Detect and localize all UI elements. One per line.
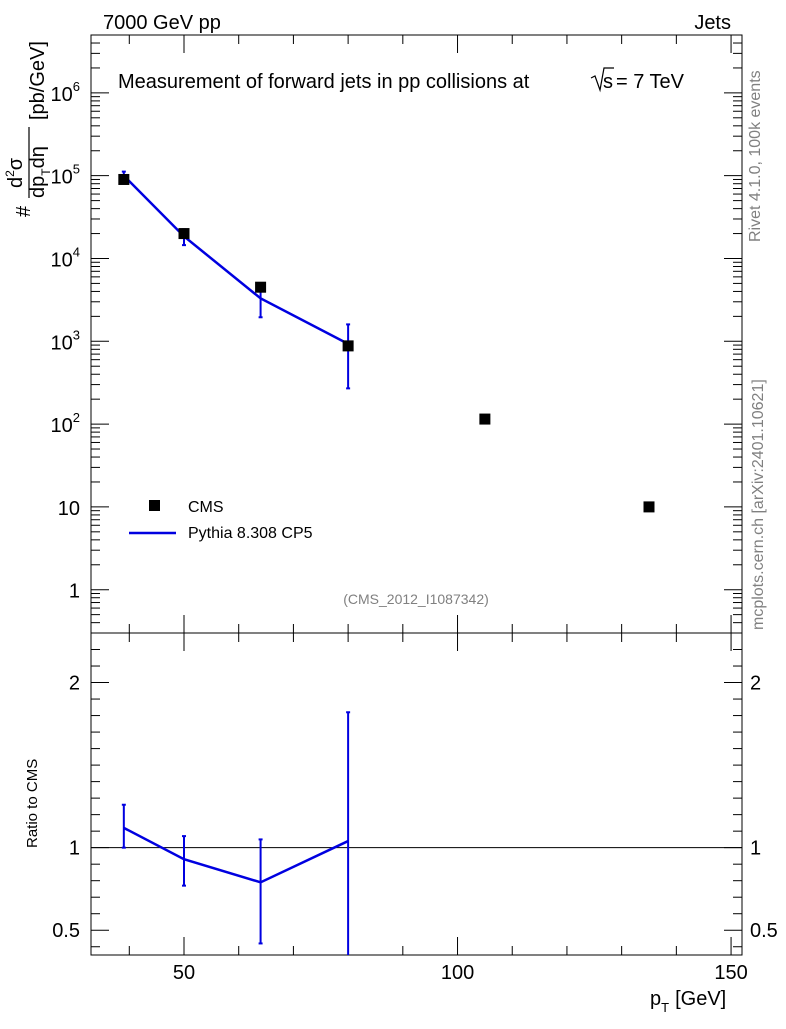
y-axis-label-denominator: dpTdη: [27, 146, 53, 198]
plot-title-text: Measurement of forward jets in pp collis…: [118, 71, 530, 93]
legend-cms-marker: [149, 500, 160, 511]
x-axis-label-main: pT [GeV]: [650, 988, 726, 1015]
header-beam-label: 7000 GeV pp: [103, 12, 221, 34]
x-tick-label: 100: [441, 962, 474, 984]
pythia-ratio-line: [123, 826, 349, 884]
cms-data-point: [342, 340, 354, 352]
pythia-line: [122, 174, 349, 346]
main-axis-ticks: [91, 34, 742, 634]
cms-data-point: [178, 228, 190, 240]
y-axis-label: # d2σ dpTdη [pb/GeV]: [3, 41, 53, 217]
x-tick-labels: 50 100 150: [173, 962, 748, 984]
header-process-label: Jets: [694, 12, 731, 34]
y-tick-label: 106: [51, 79, 80, 106]
plot-title-energy: = 7 TeV: [616, 71, 685, 93]
ratio-y-tick-label: 1: [69, 838, 80, 860]
ratio-panel-frame: [90, 632, 743, 956]
main-panel-frame: [90, 34, 743, 634]
x-tick-label: 50: [173, 962, 195, 984]
series-cms-main: [118, 173, 655, 513]
plot-title-sqrt-s: s: [603, 71, 613, 93]
ratio-y-tick-label: 0.5: [52, 920, 80, 942]
legend: CMS Pythia 8.308 CP5: [129, 499, 313, 542]
y-axis-label-unit: [pb/GeV]: [27, 41, 49, 120]
cms-data-point: [255, 281, 267, 293]
ratio-y-tick-label: 2: [69, 673, 80, 695]
ratio-y-axis-label: Ratio to CMS: [24, 759, 41, 848]
ratio-y-tick-label-right: 1: [750, 838, 761, 860]
y-tick-label: 105: [51, 162, 80, 189]
y-tick-label: 1: [69, 581, 80, 603]
main-y-tick-labels: 1 10 102 103 104 105 106: [51, 79, 80, 603]
cms-data-point: [643, 501, 655, 513]
rivet-version-label: Rivet 4.1.0, 100k events: [747, 70, 764, 242]
ratio-y-tick-label-right: 0.5: [750, 920, 778, 942]
sqrt-symbol: [590, 67, 614, 93]
legend-cms-label: CMS: [188, 499, 224, 516]
series-pythia-main: [121, 170, 351, 390]
analysis-id-label: (CMS_2012_I1087342): [343, 591, 489, 607]
ratio-axis-ticks: [91, 633, 742, 955]
x-axis-label: pT [GeV]: [650, 988, 726, 1015]
mcplots-label: mcplots.cern.ch [arXiv:2401.10621]: [750, 379, 767, 630]
series-pythia-ratio: [121, 711, 351, 955]
cms-data-point: [118, 173, 130, 185]
y-axis-label-prefix: #: [13, 205, 35, 217]
y-tick-label: 102: [51, 410, 80, 437]
legend-pythia-label: Pythia 8.308 CP5: [188, 525, 313, 542]
ratio-y-tick-label-right: 2: [750, 673, 761, 695]
y-tick-label: 103: [51, 327, 80, 354]
y-tick-label: 10: [58, 498, 80, 520]
y-tick-label: 104: [51, 244, 80, 271]
cms-data-point: [479, 413, 491, 425]
y-axis-label-numerator: d2σ: [3, 157, 27, 188]
plot-title: Measurement of forward jets in pp collis…: [118, 67, 685, 93]
x-tick-label: 150: [714, 962, 747, 984]
ratio-y-tick-labels: 0.5 0.5 1 1 2 2: [52, 673, 778, 943]
